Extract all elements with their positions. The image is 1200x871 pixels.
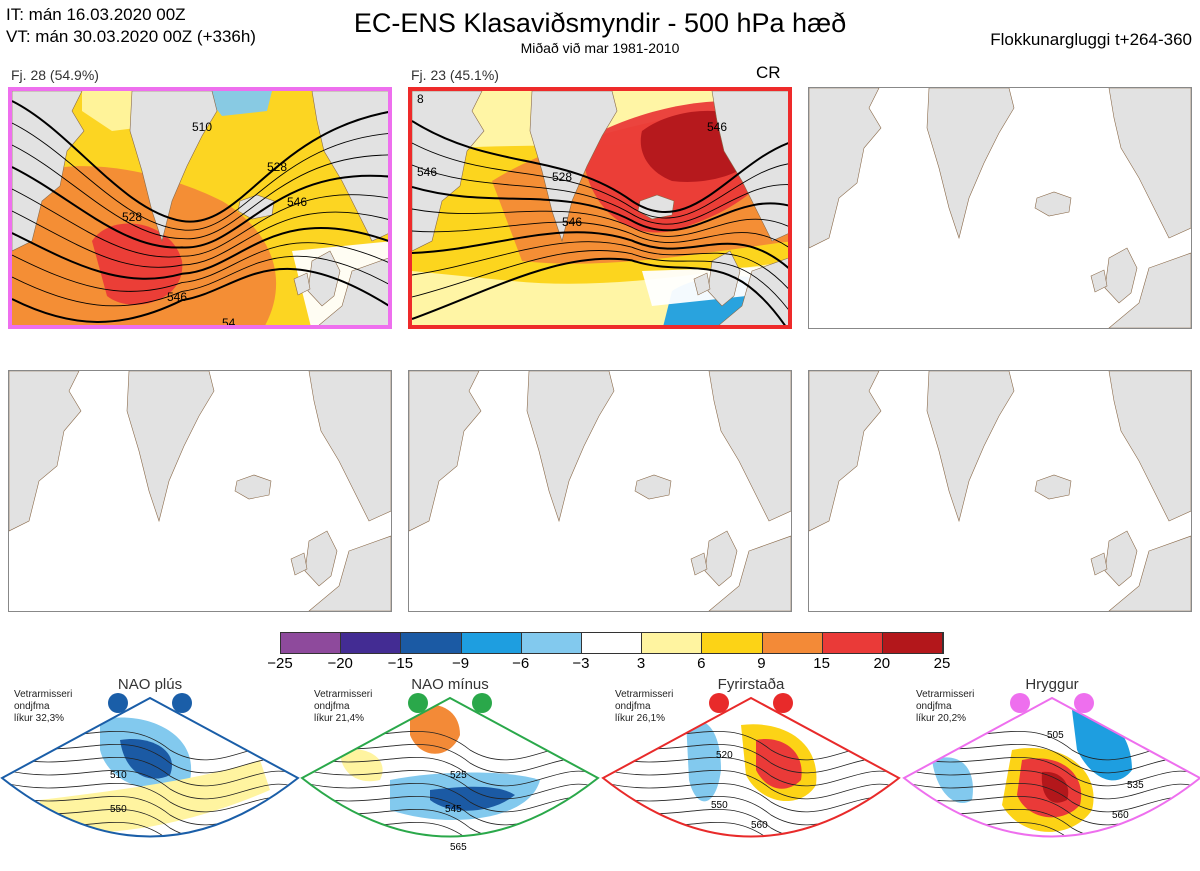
regime-contour-label: 550 [110, 804, 127, 815]
height-contours: 510 528 546 528 546 54 [12, 100, 388, 329]
regime-marker-dot [172, 693, 192, 713]
colorbar-tick: −25 [267, 655, 293, 672]
empty-map-panel[interactable] [808, 370, 1192, 612]
contour-label: 528 [267, 160, 287, 174]
empty-map-panel[interactable] [408, 370, 792, 612]
anomaly-colorbar [280, 632, 944, 654]
regime-marker-dot [709, 693, 729, 713]
colorbar-tick: 6 [697, 655, 706, 672]
colorbar-tick: 9 [757, 655, 766, 672]
regime-marker-dot [1010, 693, 1030, 713]
regime-title: Fyrirstaða [717, 676, 785, 693]
colorbar-swatch [882, 633, 944, 653]
contour-label: 8 [417, 92, 424, 106]
regime-contour-label: 560 [1112, 810, 1129, 821]
regime-title: Hryggur [1025, 676, 1079, 693]
colorbar-tick: 25 [933, 655, 951, 672]
colorbar-swatch [581, 633, 643, 653]
regime-contour-label: 510 [110, 770, 127, 781]
colorbar-swatch [822, 633, 883, 653]
regime-marker-dot [1074, 693, 1094, 713]
empty-map-panel[interactable] [808, 87, 1192, 329]
contour-label: 546 [287, 195, 307, 209]
land-masses [9, 371, 391, 611]
colorbar-swatch [401, 633, 462, 653]
regime-contour-label: 505 [1047, 730, 1064, 741]
cluster-map-panel[interactable]: 510 528 546 528 546 54 [8, 87, 392, 329]
cluster-tag: CR [756, 63, 781, 82]
regime-note: Vetrarmisseri ondjfma líkur 20,2% [916, 689, 975, 724]
contour-label: 528 [552, 170, 572, 184]
init-time: IT: mán 16.03.2020 00Z [6, 5, 186, 24]
colorbar-tick: −9 [451, 655, 470, 672]
regime-marker-dot [773, 693, 793, 713]
regime-contour-label: 550 [711, 800, 728, 811]
colorbar-tick: −6 [512, 655, 530, 672]
regime-contour-label: 525 [450, 770, 467, 781]
cluster-label: Fj. 28 (54.9%) [11, 67, 99, 83]
regime-note: Vetrarmisseri ondjfma líkur 26,1% [615, 689, 674, 724]
contour-label: 510 [192, 120, 212, 134]
colorbar-tick: 20 [873, 655, 891, 672]
colorbar-swatch [341, 633, 402, 653]
header-run-info: IT: mán 16.03.2020 00Z VT: mán 30.03.202… [6, 4, 256, 48]
contour-label: 546 [417, 165, 437, 179]
land-masses [809, 371, 1191, 611]
cluster-label: Fj. 23 (45.1%) [411, 67, 499, 83]
contour-label: 546 [707, 120, 727, 134]
regime-contour-label: 560 [751, 820, 768, 831]
colorbar-swatch [762, 633, 823, 653]
regime-contour-label: 520 [716, 750, 733, 761]
colorbar-tick: −3 [572, 655, 590, 672]
colorbar-swatch [642, 633, 703, 653]
height-contours: 546 528 546 546 8 [412, 92, 788, 325]
colorbar-swatch [461, 633, 522, 653]
page-subtitle: Miðað við mar 1981-2010 [520, 40, 680, 56]
colorbar-swatch [521, 633, 582, 653]
cluster-map-panel[interactable]: 546 528 546 546 8 [408, 87, 792, 329]
regime-contour-label: 535 [1127, 780, 1144, 791]
regime-map: 520 550 560 [601, 696, 901, 838]
empty-map-panel[interactable] [8, 370, 392, 612]
regime-map: 505 535 560 [902, 696, 1200, 838]
regime-note: Vetrarmisseri ondjfma líkur 21,4% [314, 689, 373, 724]
regime-marker-dot [408, 693, 428, 713]
colorbar-swatch [281, 633, 342, 653]
colorbar-tick: 15 [813, 655, 830, 672]
classification-window: Flokkunargluggi t+264-360 [990, 30, 1192, 49]
contour-label: 54 [222, 316, 236, 329]
page-title: EC-ENS Klasaviðsmyndir - 500 hPa hæð [353, 8, 847, 38]
regime-note: Vetrarmisseri ondjfma líkur 32,3% [14, 689, 73, 724]
regime-title: NAO plús [117, 676, 183, 693]
regime-marker-dot [108, 693, 128, 713]
colorbar-swatch [702, 633, 763, 653]
regime-map: 510 550 [0, 696, 300, 838]
land-masses [809, 88, 1191, 328]
colorbar-tick: 3 [636, 655, 646, 672]
colorbar-tick: −15 [387, 655, 414, 672]
regime-marker-dot [472, 693, 492, 713]
regime-contour-label: 545 [445, 804, 462, 815]
land-masses [409, 371, 791, 611]
regime-title: NAO mínus [411, 676, 489, 693]
contour-label: 528 [122, 210, 142, 224]
colorbar-tick: −20 [327, 655, 353, 672]
contour-label: 546 [167, 290, 187, 304]
contour-label: 546 [562, 215, 582, 229]
valid-time: VT: mán 30.03.2020 00Z (+336h) [6, 27, 256, 46]
regime-contour-label: 565 [450, 842, 467, 853]
regime-map: 525 545 565 [300, 696, 600, 853]
